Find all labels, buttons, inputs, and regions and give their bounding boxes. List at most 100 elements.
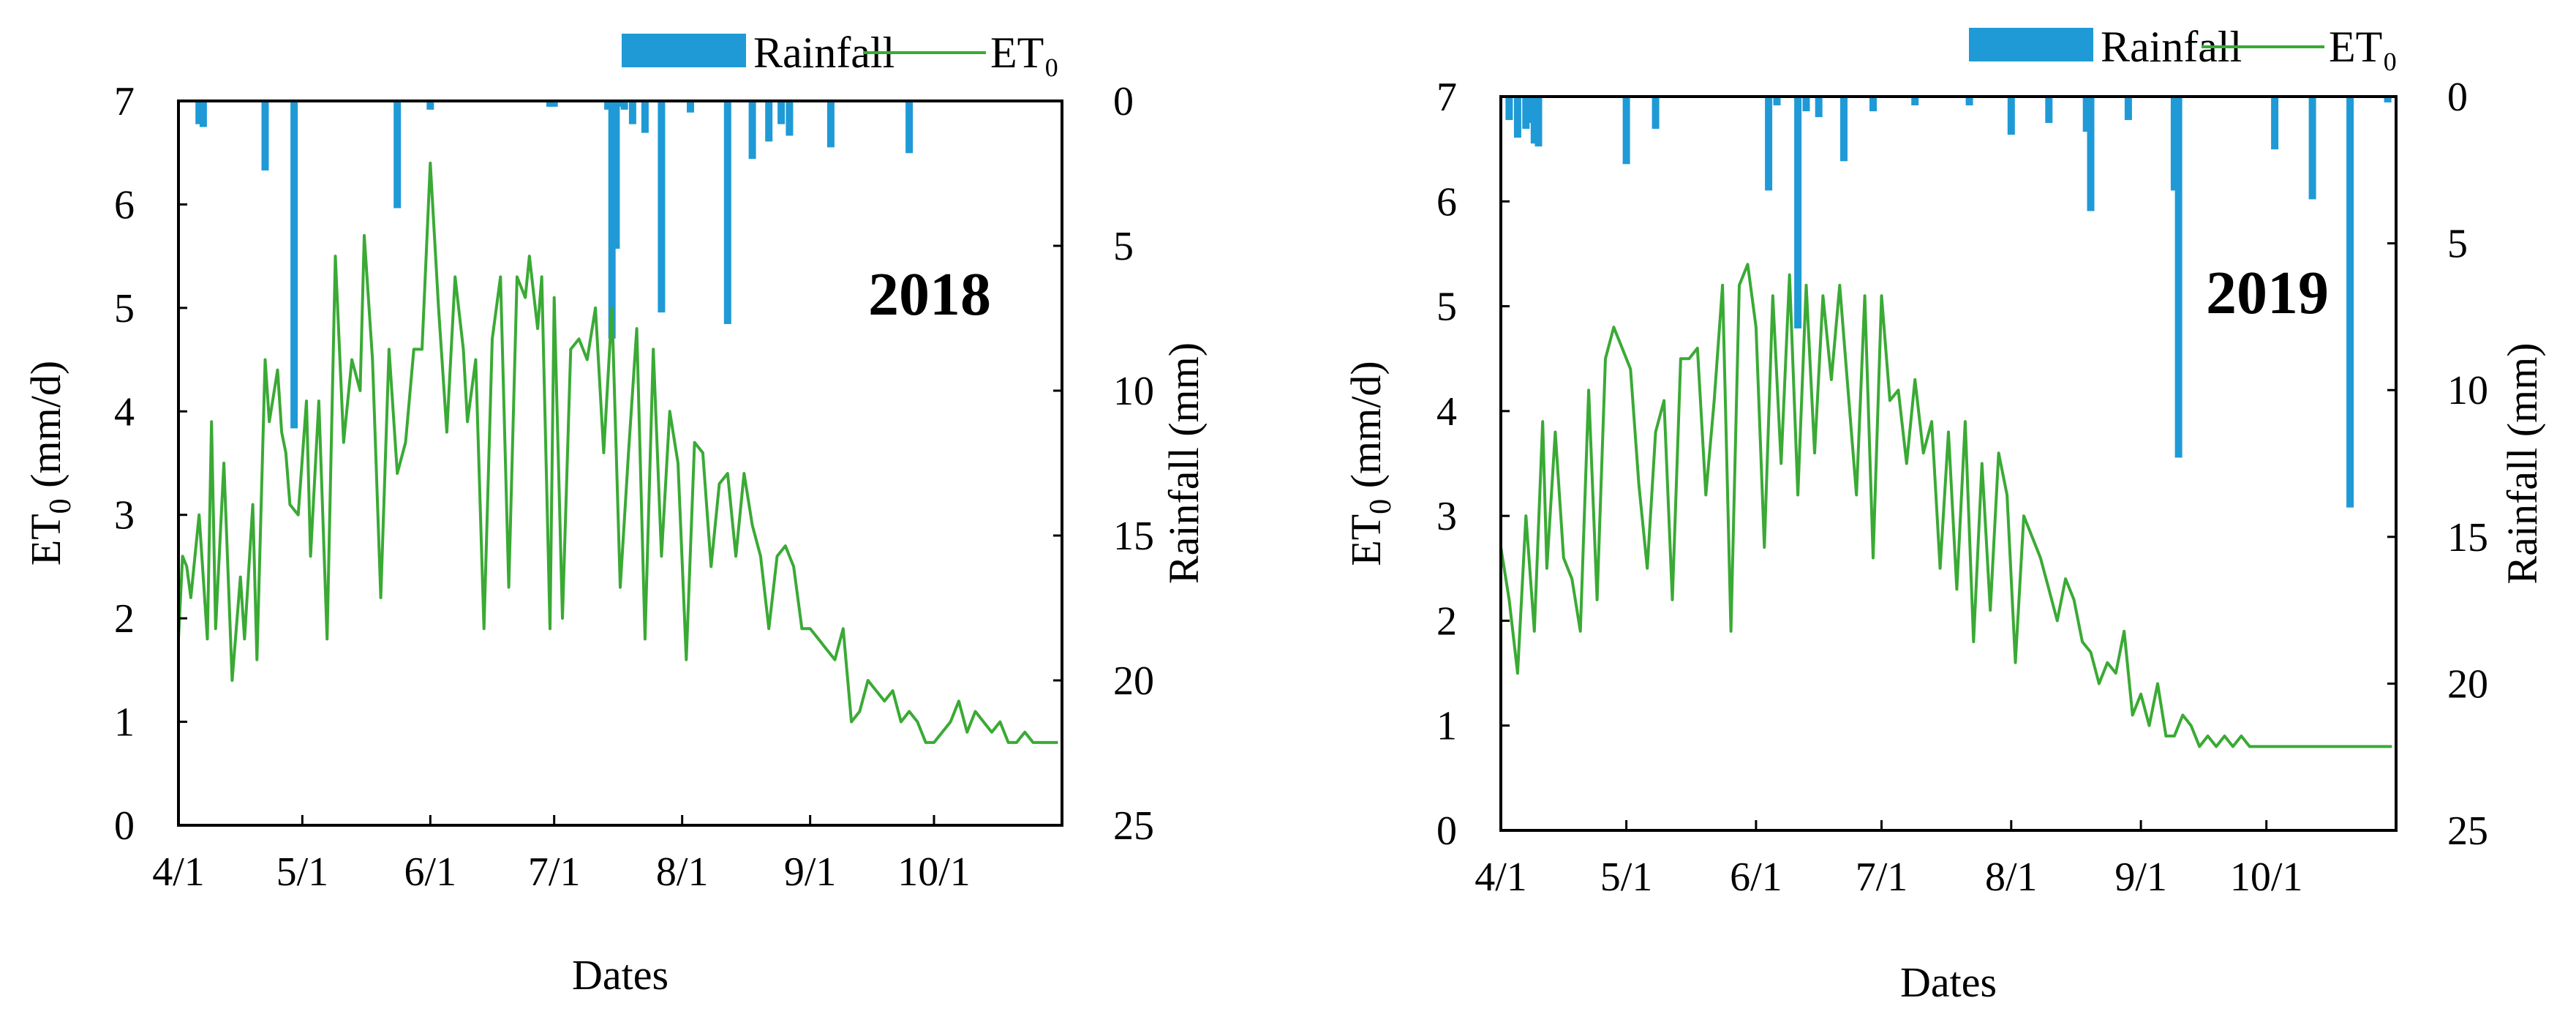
- rainfall-bar: [2174, 97, 2183, 458]
- plot-frame: [177, 100, 1063, 827]
- rainfall-bar: [1869, 97, 1877, 112]
- rainfall-bar: [550, 101, 558, 107]
- rainfall-bar: [786, 101, 794, 136]
- rainfall-bar: [261, 101, 269, 170]
- y2-tick-label: 0: [2447, 75, 2468, 120]
- year-label: 2019: [2206, 259, 2329, 327]
- rainfall-bar: [658, 101, 666, 313]
- y-tick-label: 3: [114, 493, 135, 538]
- rainfall-bar: [2082, 97, 2090, 132]
- x-tick-label: 4/1: [1475, 855, 1527, 900]
- rainfall-bar: [1911, 97, 1919, 105]
- rainfall-bar: [1530, 97, 1538, 144]
- rainfall-bar: [905, 101, 914, 154]
- y-tick-label: 7: [114, 79, 135, 124]
- x-axis-title: Dates: [572, 951, 669, 999]
- y-tick-label: 5: [1436, 285, 1457, 330]
- rainfall-bar: [195, 101, 203, 124]
- chart-panel-2018: 0 1 2 3 4 5 6 7 0 5 10 15 20 25 4/1 5/1 6/1 7/1 8/1 9/1 10/1…: [22, 29, 1208, 999]
- y-tick-label: 0: [114, 803, 135, 849]
- y-tick-label: 0: [1436, 808, 1457, 854]
- year-label: 2018: [868, 260, 991, 328]
- rainfall-bar: [2384, 97, 2392, 102]
- y2-tick-label: 15: [1113, 514, 1154, 559]
- y-tick-label: 7: [1436, 75, 1457, 120]
- rainfall-bar: [765, 101, 773, 142]
- rainfall-bar: [612, 101, 620, 249]
- rainfall-bar: [2045, 97, 2053, 124]
- rainfall-bar: [1765, 97, 1773, 191]
- rainfall-bar: [1802, 97, 1810, 112]
- rainfall-bar: [604, 101, 612, 110]
- x-tick-label: 6/1: [1730, 855, 1782, 900]
- rainfall-bar: [608, 101, 616, 339]
- x-tick-label: 6/1: [404, 849, 457, 895]
- rainfall-bar: [1965, 97, 1973, 105]
- rainfall-bar: [1522, 97, 1530, 129]
- rainfall-bar: [2087, 97, 2095, 211]
- rainfall-bar: [2346, 97, 2354, 508]
- x-tick-label: 9/1: [784, 849, 837, 895]
- y-tick-label: 6: [1436, 179, 1457, 225]
- y2-tick-label: 5: [2447, 222, 2468, 267]
- x-tick-label: 10/1: [897, 849, 971, 895]
- x-tick-label: 7/1: [528, 849, 581, 895]
- y-tick-label: 3: [1436, 494, 1457, 539]
- plot-frame: [1499, 95, 2398, 832]
- rainfall-bar: [199, 101, 207, 127]
- legend-et0-label: ET₀: [2329, 23, 2398, 71]
- rainfall-bar: [2124, 97, 2132, 121]
- y2-axis-title: Rainfall (mm): [1160, 342, 1208, 584]
- rainfall-bar: [1652, 97, 1660, 129]
- rainfall-bar: [1526, 97, 1534, 124]
- y2-tick-label: 15: [2447, 515, 2488, 560]
- rainfall-bar: [2170, 97, 2178, 191]
- y2-tick-label: 25: [1113, 803, 1154, 849]
- rainfall-bar: [1794, 97, 1802, 328]
- rainfall-bar: [1815, 97, 1823, 118]
- y2-axis-title: Rainfall (mm): [2498, 342, 2546, 584]
- rainfall-bar: [748, 101, 756, 159]
- rainfall-bar: [546, 101, 554, 107]
- y-tick-label: 6: [114, 182, 135, 228]
- et0-line: [177, 161, 1058, 744]
- rainfall-bar: [1622, 97, 1630, 165]
- rainfall-bar: [426, 101, 434, 110]
- y2-tick-label: 10: [1113, 369, 1154, 414]
- x-tick-label: 10/1: [2230, 855, 2303, 900]
- rainfall-bar: [1513, 97, 1521, 138]
- x-tick-label: 7/1: [1856, 855, 1908, 900]
- y2-tick-label: 0: [1113, 79, 1134, 124]
- rainfall-bar: [2271, 97, 2279, 150]
- y-axis-title: ET0 (mm/d): [22, 361, 78, 566]
- x-tick-label: 9/1: [2114, 855, 2167, 900]
- rainfall-bar: [641, 101, 649, 133]
- y-tick-label: 2: [1436, 598, 1457, 644]
- y-tick-label: 2: [114, 596, 135, 642]
- rainfall-bar: [393, 101, 402, 209]
- y2-tick-label: 25: [2447, 808, 2488, 854]
- y-tick-label: 4: [1436, 389, 1457, 435]
- rainfall-bar: [1773, 97, 1781, 105]
- x-tick-label: 4/1: [152, 849, 205, 895]
- y2-tick-label: 20: [2447, 661, 2488, 707]
- rainfall-bar: [2007, 97, 2015, 135]
- y-tick-label: 5: [114, 286, 135, 331]
- y2-tick-label: 10: [2447, 368, 2488, 413]
- legend-rainfall-swatch: [1969, 28, 2093, 61]
- x-tick-label: 5/1: [276, 849, 329, 895]
- y-tick-label: 1: [1436, 704, 1457, 749]
- y-tick-label: 4: [114, 389, 135, 435]
- rainfall-bar: [1840, 97, 1848, 162]
- rainfall-bar: [290, 101, 298, 429]
- x-tick-label: 5/1: [1600, 855, 1653, 900]
- y2-tick-label: 5: [1113, 224, 1134, 269]
- rainfall-bar: [1534, 97, 1543, 147]
- rainfall-bar: [628, 101, 636, 124]
- y-axis-title: ET0 (mm/d): [1342, 361, 1398, 566]
- rainfall-bar: [620, 101, 628, 110]
- rainfall-bar: [777, 101, 786, 124]
- y-tick-label: 1: [114, 700, 135, 746]
- rainfall-bar: [617, 101, 624, 107]
